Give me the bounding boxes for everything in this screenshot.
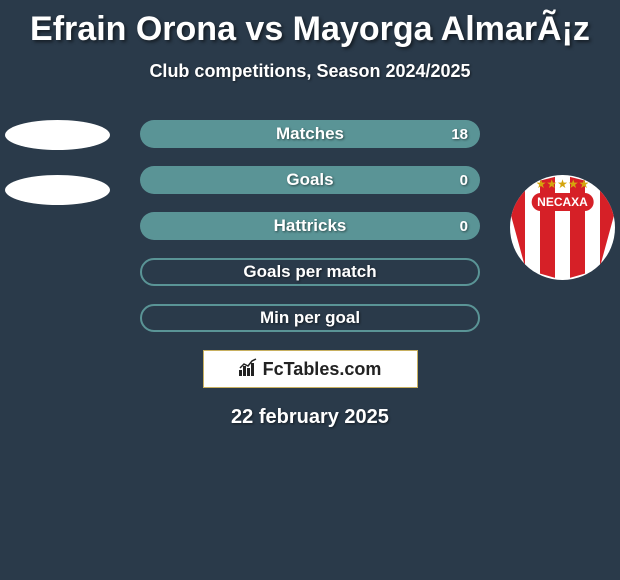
chart-icon <box>239 358 259 381</box>
stat-row: Goals per match <box>140 258 480 286</box>
stat-value: 0 <box>460 172 468 189</box>
page-title: Efrain Orona vs Mayorga AlmarÃ¡z <box>0 0 620 49</box>
club-badge-label: NECAXA <box>531 193 594 211</box>
stat-value: 18 <box>451 126 468 143</box>
player-ellipse <box>5 120 110 150</box>
player-ellipse <box>5 175 110 205</box>
right-player-avatar: ★★★★★ NECAXA <box>510 175 615 280</box>
stat-row: Matches 18 <box>140 120 480 148</box>
stat-row: Min per goal <box>140 304 480 332</box>
club-badge: ★★★★★ NECAXA <box>510 175 615 280</box>
stat-label: Min per goal <box>260 308 360 328</box>
stat-label: Goals <box>286 170 333 190</box>
brand-box: FcTables.com <box>203 350 418 388</box>
brand-text: FcTables.com <box>263 359 382 380</box>
date-label: 22 february 2025 <box>0 406 620 429</box>
stat-label: Hattricks <box>274 216 347 236</box>
stat-label: Goals per match <box>243 262 376 282</box>
left-player-avatar <box>5 120 110 230</box>
stat-row: Goals 0 <box>140 166 480 194</box>
stat-row: Hattricks 0 <box>140 212 480 240</box>
stat-value: 0 <box>460 218 468 235</box>
star-icon: ★★★★★ <box>536 177 590 191</box>
page-subtitle: Club competitions, Season 2024/2025 <box>0 61 620 82</box>
stat-label: Matches <box>276 124 344 144</box>
